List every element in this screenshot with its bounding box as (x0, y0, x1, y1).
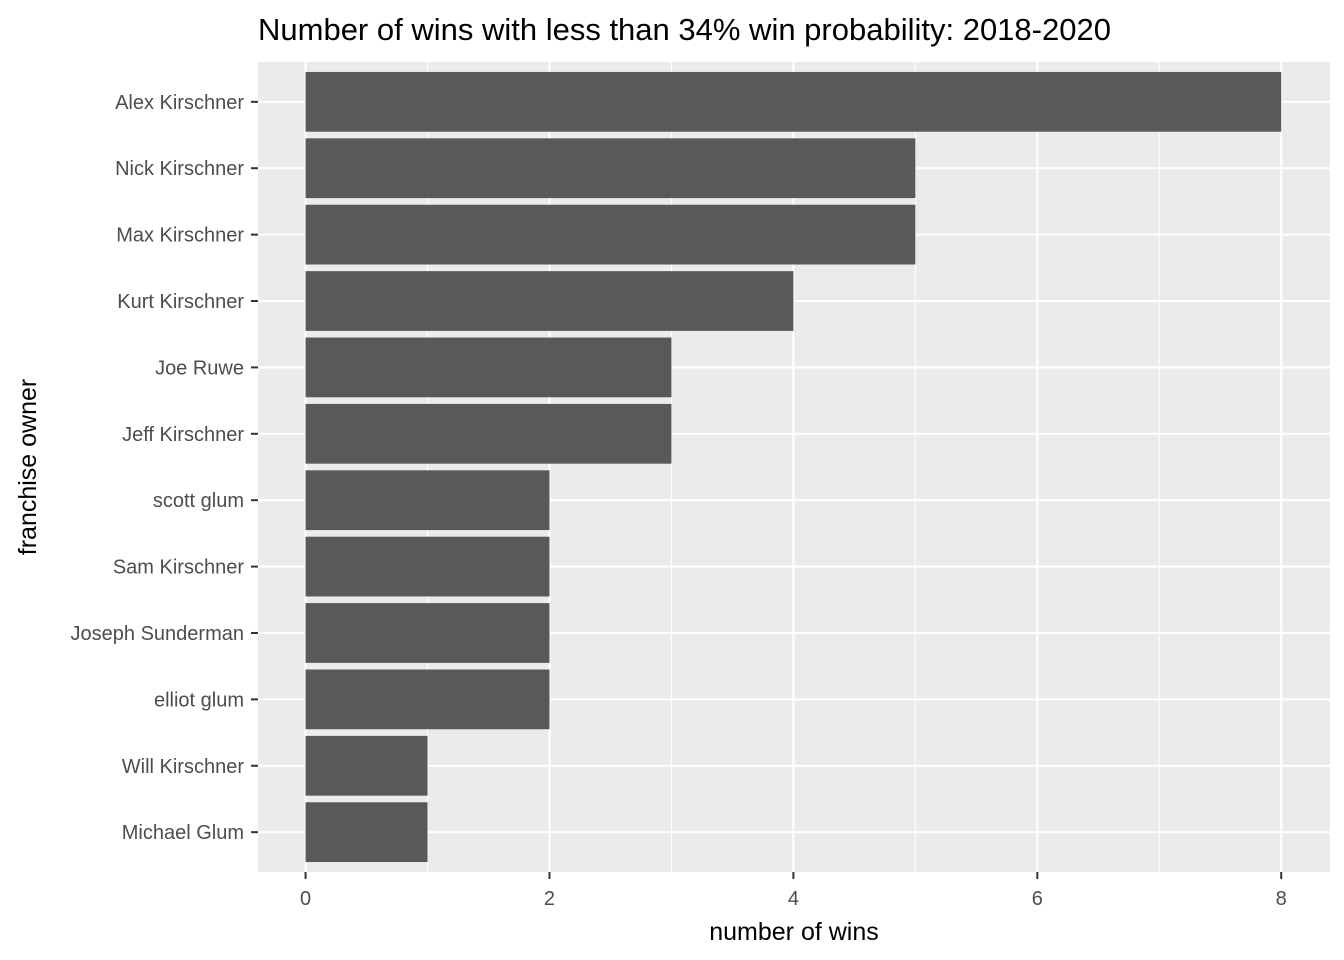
y-tick-label: Will Kirschner (122, 756, 245, 778)
bar (305, 603, 550, 663)
y-tick-label: Max Kirschner (116, 225, 244, 247)
bar (305, 204, 916, 265)
y-tick-label: scott glum (153, 490, 244, 512)
y-tick-label: Nick Kirschner (115, 158, 244, 180)
y-tick-label: Kurt Kirschner (117, 291, 244, 313)
bar (305, 138, 916, 199)
y-axis: Alex Kirschner Nick Kirschner Max Kirschne… (71, 92, 258, 844)
chart-title: Number of wins with less than 34% win pr… (258, 12, 1111, 47)
x-tick-label: 8 (1276, 888, 1287, 910)
bar (305, 337, 672, 398)
bar (305, 735, 428, 796)
bars (305, 71, 1282, 863)
x-tick-label: 6 (1032, 888, 1043, 910)
bar (305, 536, 550, 597)
y-tick-label: Sam Kirschner (113, 557, 244, 579)
y-tick-label: Michael Glum (122, 822, 244, 844)
x-tick-label: 4 (788, 888, 799, 910)
x-axis: 0 2 4 6 8 (300, 872, 1287, 910)
x-tick-label: 0 (300, 888, 311, 910)
bar (305, 403, 672, 464)
bar (305, 71, 1282, 132)
bar (305, 669, 550, 730)
x-tick-label: 2 (544, 888, 555, 910)
bar (305, 271, 794, 331)
y-tick-label: elliot glum (154, 689, 244, 711)
y-tick-label: Joe Ruwe (155, 357, 244, 379)
bar (305, 470, 550, 531)
bar (305, 802, 428, 863)
x-axis-title: number of wins (709, 918, 879, 946)
y-axis-title: franchise owner (14, 379, 42, 555)
y-tick-label: Alex Kirschner (115, 92, 244, 114)
y-tick-label: Jeff Kirschner (122, 424, 244, 446)
y-tick-label: Joseph Sunderman (71, 623, 244, 645)
